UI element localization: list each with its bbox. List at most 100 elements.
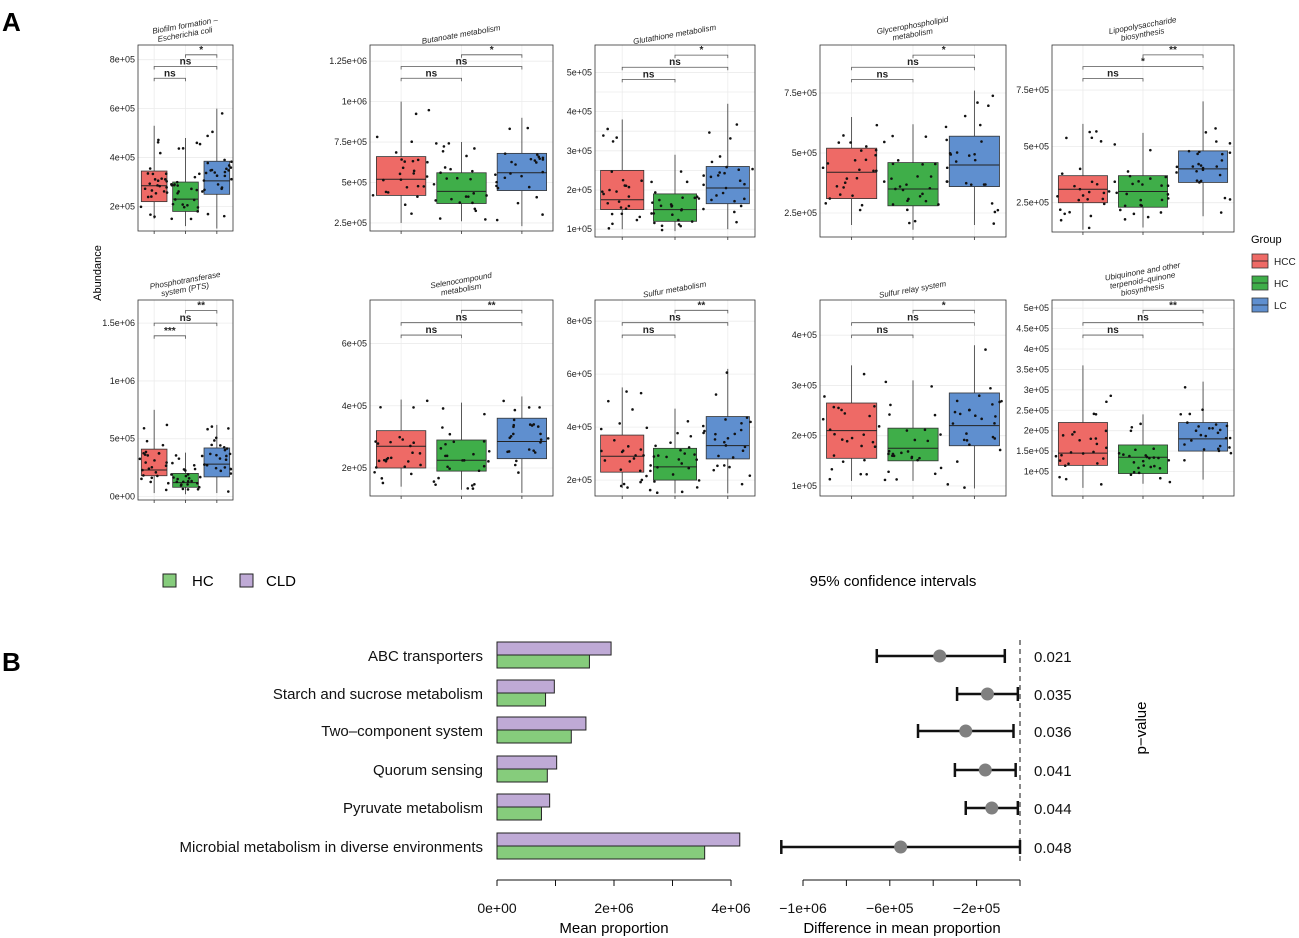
data-point [851, 194, 854, 197]
data-point [823, 395, 826, 398]
data-point [859, 149, 863, 152]
data-point [640, 179, 643, 183]
data-point [1197, 162, 1200, 166]
data-point [149, 213, 152, 216]
data-point [412, 172, 416, 175]
data-point [443, 166, 447, 169]
y-tick-label: 4e+05 [110, 153, 135, 163]
data-point [1228, 151, 1232, 154]
data-point [1067, 462, 1070, 465]
y-tick-label: 2e+05 [1024, 426, 1049, 436]
significance-bracket [851, 66, 975, 71]
data-point [653, 221, 656, 225]
data-point [680, 208, 683, 212]
data-point [1204, 434, 1208, 438]
data-point [473, 483, 476, 486]
data-point [1058, 208, 1062, 212]
data-point [386, 191, 390, 194]
box-hcc [140, 170, 168, 203]
data-point [189, 217, 193, 221]
data-point [638, 469, 642, 473]
data-point [963, 486, 966, 489]
data-point [215, 174, 219, 178]
data-point [679, 224, 682, 228]
data-point [1218, 444, 1222, 448]
data-point [1132, 461, 1136, 464]
y-tick-label: 5e+05 [1024, 303, 1049, 313]
data-point [724, 186, 728, 190]
data-point [607, 227, 611, 230]
data-point [1132, 470, 1136, 474]
data-point [832, 405, 836, 409]
data-point [725, 165, 728, 169]
data-point [843, 181, 847, 185]
group-legend: Group HCC HC LC [1251, 234, 1296, 313]
data-point [186, 483, 189, 486]
data-point [471, 169, 474, 173]
data-point [445, 454, 449, 458]
data-point [222, 214, 226, 218]
data-point [645, 474, 648, 478]
data-point [220, 186, 224, 189]
box-lc [496, 417, 547, 460]
data-point [883, 140, 886, 144]
data-point [907, 197, 910, 201]
data-point [656, 466, 659, 469]
data-point [610, 170, 614, 173]
data-point [448, 467, 451, 470]
data-point [438, 217, 442, 220]
data-point [1139, 203, 1142, 207]
significance-label: * [199, 45, 203, 56]
significance-bracket [1082, 66, 1204, 70]
data-point [737, 168, 741, 172]
data-point [729, 137, 732, 140]
data-point [377, 459, 381, 463]
data-point [905, 183, 908, 186]
significance-bracket [851, 78, 914, 83]
data-point [375, 135, 379, 139]
data-point [1146, 215, 1150, 219]
data-point [676, 431, 679, 435]
data-point [864, 145, 868, 148]
data-point [1087, 190, 1091, 194]
data-point [670, 205, 673, 208]
data-point [1065, 136, 1068, 140]
data-point [482, 440, 486, 443]
data-point [945, 138, 948, 142]
data-point [955, 460, 959, 463]
data-point [874, 148, 878, 152]
data-point [1077, 198, 1081, 202]
data-point [156, 474, 159, 478]
significance-label: ns [643, 325, 655, 336]
boxplot-panel-5: 2.5e+055e+057.5e+05ns***Lipopolysacchari… [1016, 15, 1235, 235]
data-point [686, 419, 690, 423]
data-point [1145, 455, 1149, 459]
data-point [921, 192, 924, 196]
data-point [182, 205, 186, 209]
significance-label: ** [1169, 45, 1177, 56]
data-point [984, 348, 987, 351]
data-point [196, 488, 200, 491]
significance-label: ns [180, 57, 192, 68]
data-point [621, 178, 625, 182]
box-lc [203, 447, 231, 478]
data-point [853, 158, 857, 162]
data-point [996, 208, 1000, 212]
data-point [223, 158, 226, 162]
data-point [532, 449, 535, 452]
data-point [399, 178, 403, 181]
data-point [840, 408, 843, 412]
data-point [164, 172, 168, 176]
mean-proportion-bars: ABC transporters Starch and sucrose metab… [180, 641, 751, 916]
data-point [494, 173, 497, 176]
data-point [1126, 170, 1130, 173]
data-point [874, 153, 877, 157]
data-point [887, 449, 891, 453]
data-point [1130, 426, 1134, 429]
data-point [412, 169, 416, 173]
data-point [718, 155, 722, 158]
data-point [615, 190, 618, 193]
data-point [1166, 197, 1170, 200]
